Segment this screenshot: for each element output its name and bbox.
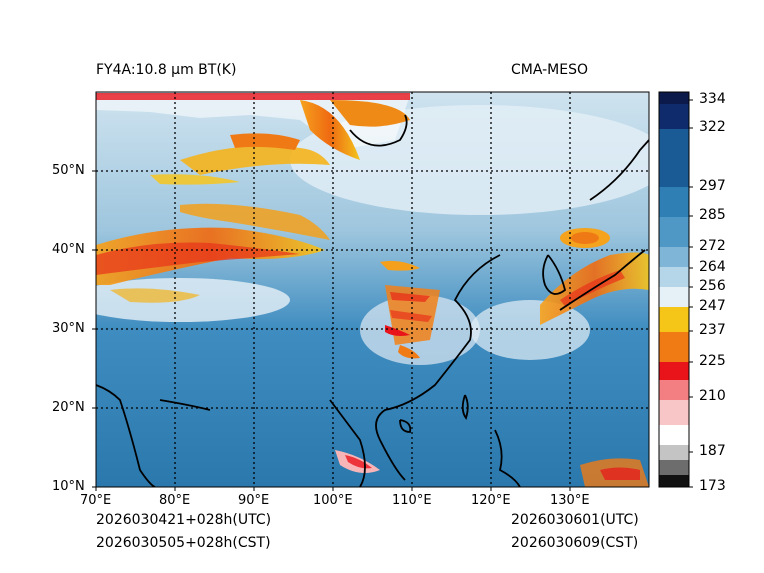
- colorbar-label-225: 225: [699, 353, 726, 369]
- lat-label-50: 50°N: [52, 163, 85, 178]
- colorbar-label-297: 297: [699, 178, 726, 194]
- colorbar-label-256: 256: [699, 278, 726, 294]
- title-right: CMA-MESO: [511, 62, 589, 78]
- lat-label-40: 40°N: [52, 242, 85, 257]
- init-time-utc: 2026030421+028h(UTC): [96, 512, 272, 528]
- lon-label-70: 70°E: [80, 493, 112, 508]
- colorbar: [658, 91, 693, 488]
- lon-label-90: 90°E: [238, 493, 270, 508]
- valid-time-cst: 2026030609(CST): [511, 535, 639, 551]
- colorbar-label-285: 285: [699, 207, 726, 223]
- lat-label-20: 20°N: [52, 400, 85, 415]
- colorbar-label-187: 187: [699, 443, 726, 459]
- lon-label-130: 130°E: [550, 493, 590, 508]
- colorbar-label-322: 322: [699, 119, 726, 135]
- axis-ticks: [92, 170, 571, 491]
- coastlines: [96, 114, 649, 487]
- title-left: FY4A:10.8 µm BT(K): [96, 62, 237, 78]
- satellite-image: [96, 92, 649, 487]
- init-time-cst: 2026030505+028h(CST): [96, 535, 271, 551]
- lat-label-10: 10°N: [52, 479, 85, 494]
- colorbar-label-272: 272: [699, 238, 726, 254]
- lon-label-110: 110°E: [392, 493, 432, 508]
- colorbar-label-237: 237: [699, 322, 726, 338]
- colorbar-label-334: 334: [699, 91, 726, 107]
- gridlines: [96, 92, 649, 487]
- colorbar-label-173: 173: [699, 478, 726, 494]
- colorbar-label-247: 247: [699, 298, 726, 314]
- lon-label-100: 100°E: [313, 493, 353, 508]
- valid-time-utc: 2026030601(UTC): [511, 512, 639, 528]
- colorbar-label-264: 264: [699, 259, 726, 275]
- lat-label-30: 30°N: [52, 321, 85, 336]
- map-frame: [95, 91, 650, 488]
- colorbar-label-210: 210: [699, 388, 726, 404]
- lon-label-120: 120°E: [471, 493, 511, 508]
- lon-label-80: 80°E: [159, 493, 191, 508]
